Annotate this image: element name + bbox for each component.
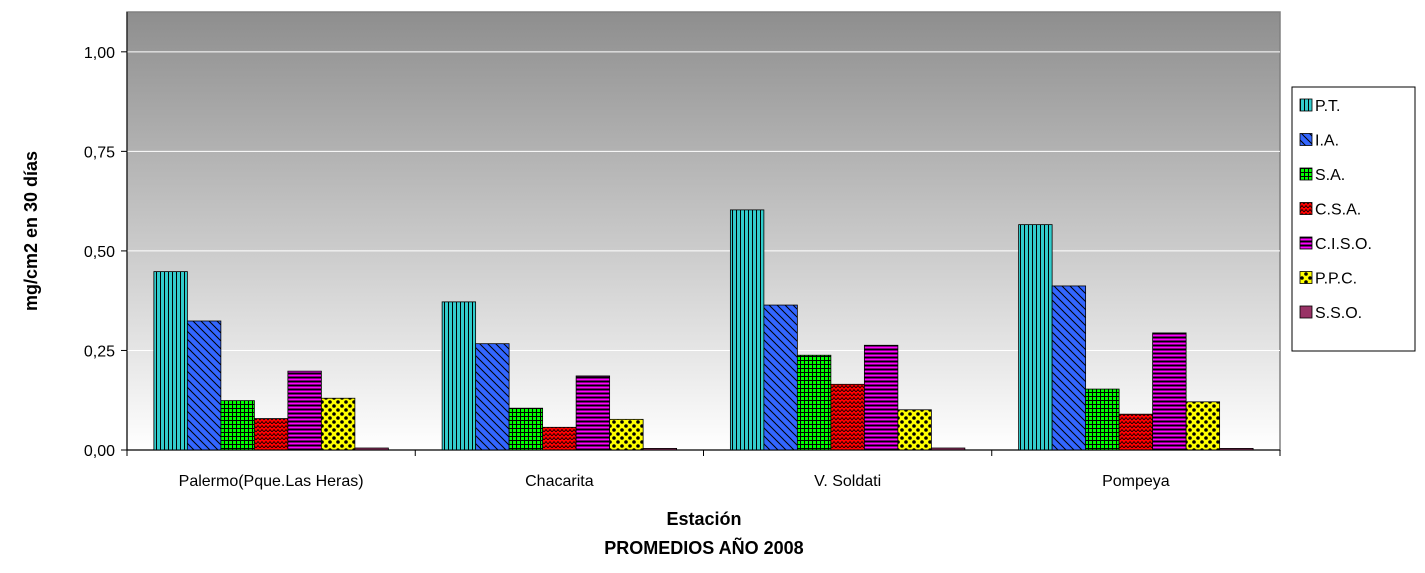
bar-pt-2 [441, 301, 477, 451]
y-tick-labels: 0,00 0,25 0,50 0,75 1,00 [84, 45, 115, 460]
bar-ia-1 [186, 320, 222, 451]
y-axis-title: mg/cm2 en 30 días [21, 151, 41, 311]
y-tick-label: 0,00 [84, 443, 115, 460]
legend-label: C.S.A. [1315, 202, 1361, 219]
bar-ciso-4 [1152, 332, 1187, 451]
bar-ciso-1 [287, 370, 322, 451]
legend-swatch [1299, 305, 1313, 319]
bars-layer [153, 209, 1254, 451]
x-tick-label: Pompeya [1102, 473, 1170, 490]
legend-swatch [1299, 133, 1313, 146]
bar-ciso-2 [575, 375, 611, 451]
y-tick-label: 0,25 [84, 343, 115, 360]
y-tick-label: 1,00 [84, 45, 115, 62]
legend: P.T. I.A. S.A. C.S.A. C.I.S.O. P.P.C. S.S.O. [1291, 86, 1416, 352]
bar-pt-4 [1018, 224, 1053, 451]
bar-ppc-2 [609, 418, 644, 451]
bar-pt-3 [729, 209, 765, 451]
x-axis-title: Estación [666, 509, 741, 529]
bar-sa-4 [1085, 388, 1120, 451]
legend-label: I.A. [1315, 133, 1339, 150]
x-tick-label: Palermo(Pque.Las Heras) [179, 473, 364, 490]
legend-label: P.T. [1315, 98, 1341, 115]
bar-ppc-3 [897, 409, 932, 451]
legend-swatch [1299, 167, 1313, 181]
bar-csa-3 [830, 383, 865, 451]
bar-pt-1 [153, 271, 188, 451]
legend-box [1291, 86, 1416, 352]
y-tick-label: 0,75 [84, 144, 115, 161]
y-tick-label: 0,50 [84, 244, 115, 261]
bar-sa-2 [508, 407, 544, 451]
axes [121, 12, 1281, 456]
bar-csa-2 [542, 426, 577, 451]
legend-swatch [1299, 98, 1313, 112]
bar-ppc-4 [1185, 401, 1221, 451]
bar-ia-2 [475, 343, 510, 451]
x-tick-label: Chacarita [525, 473, 594, 490]
x-tick-label: V. Soldati [814, 473, 881, 490]
legend-label: C.I.S.O. [1315, 236, 1372, 253]
bar-sa-1 [220, 400, 255, 451]
bar-ia-3 [763, 304, 798, 451]
legend-label: S.A. [1315, 167, 1345, 184]
legend-swatch [1299, 236, 1313, 250]
legend-label: P.P.C. [1315, 271, 1357, 288]
legend-label: S.S.O. [1315, 305, 1362, 322]
bar-ciso-3 [863, 344, 899, 451]
gridlines [127, 51, 1280, 351]
bar-ppc-1 [320, 397, 356, 451]
legend-swatch [1299, 202, 1313, 215]
legend-swatch [1299, 271, 1313, 284]
x-tick-labels: Palermo(Pque.Las Heras) Chacarita V. Solda… [179, 473, 1170, 490]
bar-ia-4 [1051, 285, 1087, 451]
chart-subtitle: PROMEDIOS AÑO 2008 [604, 537, 803, 558]
bar-csa-4 [1118, 413, 1154, 451]
bar-csa-1 [253, 418, 289, 451]
bar-sa-3 [796, 354, 832, 451]
